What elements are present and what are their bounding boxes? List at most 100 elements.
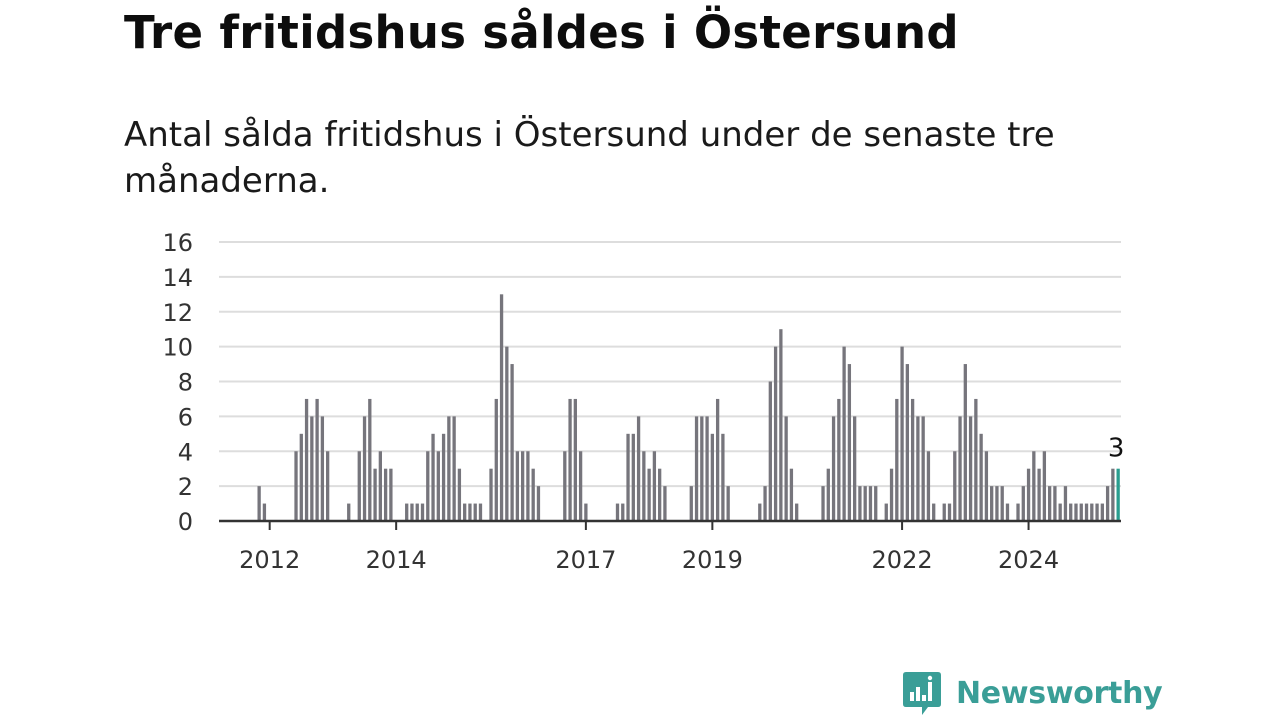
bar — [779, 329, 783, 521]
gridlines — [219, 241, 1121, 488]
bar — [304, 398, 309, 521]
bar — [921, 416, 925, 522]
bar — [874, 486, 878, 522]
bar — [953, 451, 957, 521]
bar — [515, 451, 520, 521]
bar — [573, 398, 577, 521]
y-tick-label: 10 — [162, 334, 193, 362]
bar — [652, 451, 657, 521]
bar — [1084, 503, 1089, 521]
bar — [415, 503, 419, 521]
bar — [974, 398, 978, 521]
bar — [457, 468, 462, 521]
y-tick-label: 6 — [178, 403, 193, 431]
y-tick-label: 12 — [162, 299, 193, 327]
bar — [768, 381, 772, 521]
bar — [299, 433, 303, 521]
bar — [968, 416, 973, 522]
bar — [320, 416, 325, 522]
bar — [721, 433, 725, 521]
bar — [658, 468, 662, 521]
bar — [831, 416, 836, 522]
bar — [795, 503, 799, 521]
annotations: 3 — [1108, 434, 1125, 464]
bar — [468, 503, 472, 521]
bar — [837, 398, 841, 521]
bar — [863, 486, 867, 522]
bar — [763, 486, 767, 522]
bar — [715, 398, 720, 521]
bar — [631, 433, 635, 521]
y-axis: 0 2 4 6 8 10 12 14 16 — [162, 229, 193, 536]
bar — [905, 364, 909, 521]
bar — [910, 398, 915, 521]
bar — [1000, 486, 1004, 522]
bar — [494, 398, 498, 521]
bar — [426, 451, 430, 521]
bar — [1111, 468, 1115, 521]
bar — [410, 503, 414, 521]
bar — [389, 468, 393, 521]
bar — [1026, 468, 1031, 521]
bar — [868, 486, 873, 522]
bar — [531, 468, 535, 521]
bar — [1042, 451, 1047, 521]
bar — [383, 468, 388, 521]
bar — [615, 503, 620, 521]
bar — [995, 486, 999, 522]
bar — [378, 451, 382, 521]
y-tick-label: 4 — [178, 438, 193, 466]
bar — [826, 468, 830, 521]
bar — [663, 486, 667, 522]
x-tick-label: 2012 — [239, 546, 300, 574]
bar — [578, 451, 583, 521]
bar — [568, 398, 572, 521]
bar — [1095, 503, 1099, 521]
bar — [463, 503, 467, 521]
bar — [478, 503, 483, 521]
bar — [315, 398, 319, 521]
bar — [405, 503, 409, 521]
bar — [1021, 486, 1025, 522]
bar — [789, 468, 794, 521]
bar — [932, 503, 936, 521]
bar — [489, 468, 493, 521]
bar — [310, 416, 314, 522]
bar — [294, 451, 298, 521]
bar — [347, 503, 351, 521]
bar — [705, 416, 709, 522]
bar — [257, 486, 261, 522]
bar — [895, 398, 899, 521]
bar — [584, 503, 588, 521]
x-tick-label: 2014 — [366, 546, 427, 574]
bar — [536, 486, 541, 522]
bar — [626, 433, 630, 521]
value-label: 3 — [1108, 434, 1125, 464]
bar — [447, 416, 451, 522]
bar — [505, 346, 509, 522]
y-tick-label: 0 — [178, 508, 193, 536]
bar — [368, 398, 372, 521]
bar — [373, 468, 377, 521]
bar — [1079, 503, 1083, 521]
bar — [431, 433, 435, 521]
chart-title: Tre fritidshus såldes i Östersund — [124, 6, 959, 59]
bar — [452, 416, 456, 522]
bar — [473, 503, 477, 521]
x-tick-label: 2019 — [682, 546, 743, 574]
y-tick-label: 16 — [162, 229, 193, 257]
bar — [889, 468, 894, 521]
bar — [984, 451, 989, 521]
bar — [1116, 468, 1120, 521]
bar — [520, 451, 525, 521]
x-tick-label: 2022 — [872, 546, 933, 574]
bar — [694, 416, 699, 522]
bar — [1100, 503, 1104, 521]
bar — [847, 364, 852, 521]
bar — [689, 486, 693, 522]
bar — [979, 433, 983, 521]
x-axis: 2012 2014 2017 2019 2022 2024 — [219, 519, 1121, 574]
bar — [784, 416, 788, 522]
bar — [963, 364, 967, 521]
